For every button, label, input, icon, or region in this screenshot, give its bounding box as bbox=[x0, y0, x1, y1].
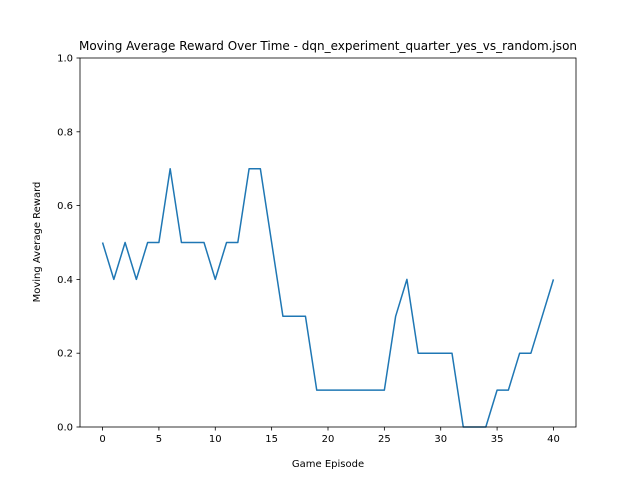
y-tick-label: 0.0 bbox=[57, 423, 73, 434]
y-tick-label: 0.4 bbox=[57, 275, 73, 286]
y-axis-label: Moving Average Reward bbox=[32, 182, 43, 303]
y-tick-label: 0.2 bbox=[57, 349, 73, 360]
y-tick-label: 1.0 bbox=[57, 54, 73, 65]
ticks-layer: 0 5 10 15 20 25 30 35 40 0.0 0.2 0.4 0.6 0.8 1.0 bbox=[57, 54, 560, 446]
x-axis-label: Game Episode bbox=[292, 459, 364, 470]
y-tick-label: 0.6 bbox=[57, 201, 73, 212]
y-tick-label: 0.8 bbox=[57, 127, 73, 138]
x-tick-label: 20 bbox=[322, 434, 335, 445]
x-tick-label: 30 bbox=[434, 434, 447, 445]
chart-title: Moving Average Reward Over Time - dqn_ex… bbox=[79, 39, 577, 53]
x-tick-label: 0 bbox=[99, 434, 105, 445]
x-tick-label: 40 bbox=[547, 434, 560, 445]
x-tick-label: 15 bbox=[265, 434, 278, 445]
x-tick-label: 35 bbox=[491, 434, 504, 445]
x-tick-label: 5 bbox=[156, 434, 162, 445]
x-tick-label: 10 bbox=[209, 434, 222, 445]
x-tick-label: 25 bbox=[378, 434, 391, 445]
